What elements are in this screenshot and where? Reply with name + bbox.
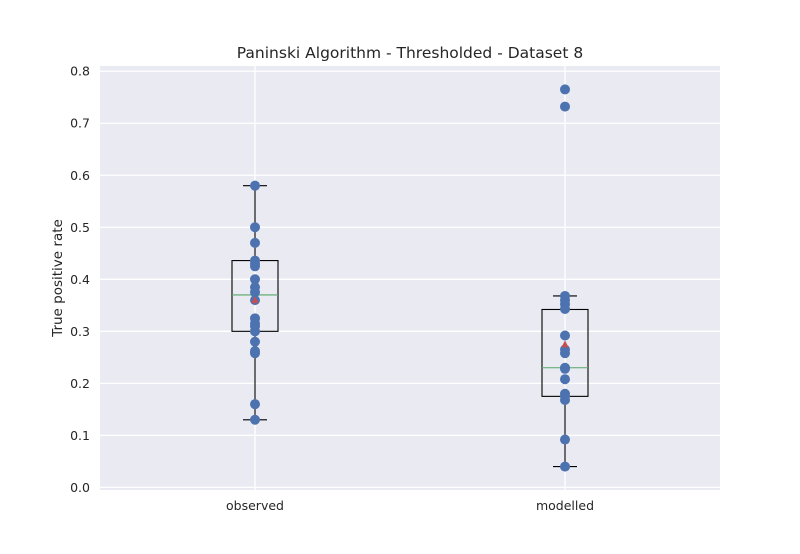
- data-point: [250, 237, 260, 248]
- data-point: [560, 330, 570, 341]
- data-point: [250, 414, 260, 425]
- y-tick-label: 0.4: [70, 272, 90, 287]
- x-tick-label: modelled: [536, 498, 594, 513]
- data-point: [560, 101, 570, 112]
- y-axis-ticks: 0.0 0.1 0.2 0.3 0.4 0.5 0.6 0.7 0.8: [70, 64, 90, 495]
- data-point: [560, 434, 570, 445]
- data-point: [560, 84, 570, 95]
- data-point: [250, 274, 260, 285]
- data-point: [560, 363, 570, 374]
- data-point: [250, 399, 260, 410]
- data-point: [560, 374, 570, 385]
- y-tick-label: 0.1: [70, 428, 90, 443]
- chart-title: Paninski Algorithm - Thresholded - Datas…: [237, 44, 583, 62]
- data-point: [560, 394, 570, 405]
- y-tick-label: 0.2: [70, 376, 90, 391]
- data-point: [560, 461, 570, 472]
- data-point: [560, 348, 570, 359]
- data-point: [250, 287, 260, 298]
- data-point: [250, 222, 260, 233]
- plot-background: [100, 66, 720, 490]
- data-points: [250, 84, 570, 472]
- y-tick-label: 0.3: [70, 324, 90, 339]
- y-tick-label: 0.8: [70, 64, 90, 79]
- y-tick-label: 0.7: [70, 116, 90, 131]
- y-axis-label: True positive rate: [50, 219, 66, 338]
- data-point: [250, 336, 260, 347]
- x-axis-ticks: observed modelled: [226, 498, 594, 513]
- mean-marker: [251, 296, 259, 304]
- data-point: [560, 303, 570, 314]
- data-point: [250, 180, 260, 191]
- y-tick-label: 0.5: [70, 220, 90, 235]
- y-tick-label: 0.6: [70, 168, 90, 183]
- data-point: [250, 261, 260, 272]
- data-point: [250, 326, 260, 337]
- x-tick-label: observed: [226, 498, 284, 513]
- y-tick-label: 0.0: [70, 480, 90, 495]
- data-point: [250, 348, 260, 359]
- mean-marker: [561, 340, 569, 348]
